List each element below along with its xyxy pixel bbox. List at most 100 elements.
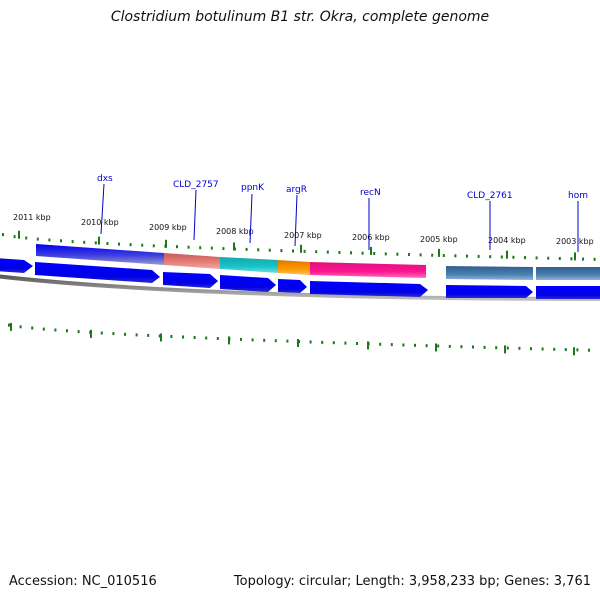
position-label: 2003 kbp: [556, 237, 594, 246]
minor-tick: [588, 348, 590, 352]
minor-tick: [216, 337, 219, 340]
gene-label-argR[interactable]: argR: [286, 185, 307, 195]
minor-tick: [332, 341, 335, 345]
minor-tick: [292, 249, 294, 253]
cds-arrow[interactable]: [35, 262, 160, 283]
feature-ppnK[interactable]: [220, 257, 278, 273]
minor-tick: [472, 345, 474, 349]
minor-tick: [66, 329, 68, 333]
minor-tick: [483, 345, 486, 349]
feature-CLD_2757[interactable]: [164, 253, 220, 269]
minor-tick: [48, 238, 51, 242]
major-tick: [90, 329, 92, 338]
minor-tick: [77, 330, 80, 334]
position-label: 2011 kbp: [13, 213, 51, 222]
gene-leader-line: [100, 183, 105, 235]
minor-tick: [315, 250, 318, 254]
minor-tick: [379, 342, 382, 346]
minor-tick: [36, 237, 39, 241]
position-label: 2008 kbp: [216, 227, 254, 236]
minor-tick: [25, 236, 28, 240]
minor-tick: [83, 240, 86, 244]
minor-tick: [477, 254, 480, 258]
minor-tick: [454, 254, 457, 258]
major-tick: [438, 248, 440, 257]
minor-tick: [547, 256, 550, 260]
minor-tick: [495, 346, 498, 350]
genome-summary: Topology: circular; Length: 3,958,233 bp…: [233, 574, 591, 589]
position-label: 2004 kbp: [488, 236, 526, 245]
minor-tick: [31, 326, 34, 330]
minor-tick: [500, 255, 503, 259]
minor-tick: [170, 335, 173, 338]
gene-leader-line: [249, 193, 253, 244]
feature-hom[interactable]: [536, 267, 600, 280]
minor-tick: [558, 257, 561, 260]
minor-tick: [8, 323, 10, 327]
cds-arrow[interactable]: [536, 286, 600, 299]
position-labels: 2011 kbp 2010 kbp 2009 kbp 2008 kbp 2007 kbp…: [13, 213, 594, 246]
minor-tick: [535, 256, 538, 260]
cds-arrow[interactable]: [163, 272, 218, 288]
feature-recN[interactable]: [310, 262, 426, 278]
cds-arrow[interactable]: [446, 285, 533, 298]
inner-tick-track: [8, 322, 590, 356]
minor-tick: [344, 341, 347, 345]
minor-tick: [147, 333, 150, 337]
minor-tick: [414, 343, 416, 347]
minor-tick: [408, 253, 410, 256]
minor-tick: [576, 348, 579, 352]
gene-label-dxs[interactable]: dxs: [97, 174, 113, 184]
minor-tick: [60, 239, 62, 243]
minor-tick: [257, 248, 260, 252]
gene-label-hom[interactable]: hom: [568, 191, 588, 201]
minor-tick: [100, 331, 103, 335]
major-tick: [435, 343, 437, 352]
minor-tick: [274, 339, 277, 343]
major-tick: [233, 242, 235, 251]
minor-tick: [13, 235, 16, 239]
gene-label-CLD_2757[interactable]: CLD_2757: [173, 180, 219, 190]
cds-arrow[interactable]: [220, 275, 276, 292]
feature-CLD_2761[interactable]: [446, 266, 533, 280]
minor-tick: [199, 246, 202, 250]
minor-tick: [431, 253, 434, 257]
minor-tick: [205, 336, 208, 340]
cds-arrow[interactable]: [310, 281, 428, 297]
minor-tick: [361, 251, 364, 255]
minor-tick: [518, 346, 521, 350]
major-tick: [574, 252, 576, 261]
major-tick: [10, 322, 12, 331]
minor-tick: [390, 343, 393, 347]
major-tick: [297, 339, 299, 347]
minor-tick: [182, 335, 184, 339]
feature-argR[interactable]: [278, 260, 310, 275]
position-label: 2005 kbp: [420, 235, 458, 244]
minor-tick: [570, 257, 573, 261]
minor-tick: [141, 243, 144, 247]
minor-tick: [384, 252, 387, 256]
minor-tick: [106, 242, 109, 245]
major-tick: [573, 347, 575, 356]
minor-tick: [326, 250, 329, 254]
gene-label-recN[interactable]: recN: [360, 188, 381, 198]
gene-leader-line: [294, 194, 298, 247]
major-tick: [370, 246, 372, 255]
minor-tick: [280, 249, 283, 253]
map-title: Clostridium botulinum B1 str. Okra, comp…: [110, 9, 490, 25]
minor-tick: [402, 343, 405, 347]
minor-tick: [530, 347, 532, 351]
cds-arrow[interactable]: [0, 258, 33, 273]
gene-label-ppnK[interactable]: ppnK: [241, 183, 265, 193]
cds-arrow[interactable]: [278, 279, 307, 293]
major-tick: [160, 333, 162, 342]
minor-tick: [506, 346, 509, 350]
position-label: 2006 kbp: [352, 233, 390, 242]
position-label: 2010 kbp: [81, 218, 119, 227]
gene-label-CLD_2761[interactable]: CLD_2761: [467, 191, 513, 201]
minor-tick: [442, 254, 445, 257]
feature-dxs[interactable]: [36, 244, 164, 265]
minor-tick: [338, 251, 341, 254]
minor-tick: [245, 247, 248, 251]
cds-track: [0, 258, 600, 299]
